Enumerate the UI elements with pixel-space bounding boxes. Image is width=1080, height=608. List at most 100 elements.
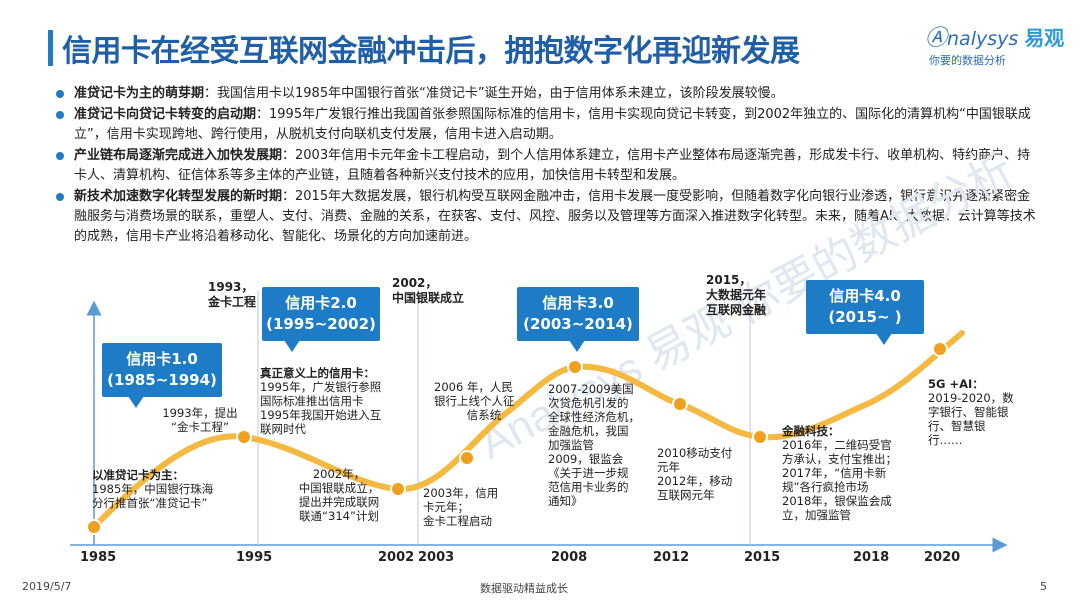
note-line: 联通“314”计划 bbox=[299, 509, 379, 523]
note-line: 1995年，广发银行参照 bbox=[260, 380, 382, 394]
bullet-item: 新技术加速数字化转型发展的新时期：2015年大数据发展，银行机构受互联网金融冲击… bbox=[52, 187, 1037, 247]
note-line: 银行上线个人征 bbox=[434, 394, 515, 408]
bullet-item: 准贷记卡向贷记卡转变的启动期：1995年广发银行推出我国首张参照国际标准的信用卡… bbox=[52, 105, 1037, 145]
note-line: 联网时代 bbox=[260, 422, 306, 436]
callout-tail bbox=[569, 340, 585, 352]
note-line: 互联网元年 bbox=[657, 488, 715, 502]
event-1993: 1993， 金卡工程 bbox=[208, 280, 256, 310]
bullet-dot-icon bbox=[56, 90, 64, 98]
note-2010: 2010移动支付 元年 2012年，移动 互联网元年 bbox=[657, 446, 757, 502]
note-line: 2006 年，人民 bbox=[434, 380, 513, 394]
event-2002: 2002， 中国银联成立 bbox=[392, 276, 464, 306]
note-line: 1995年我国开始进入互 bbox=[260, 408, 382, 422]
phase-range: (1995~2002) bbox=[266, 315, 376, 333]
year-label: 2003 bbox=[418, 550, 455, 565]
note-line: 行、智慧银 bbox=[928, 419, 986, 433]
logo-brand: Ⓐnalysys 易观 bbox=[925, 20, 1065, 52]
bullet-text: ：我国信用卡以1985年中国银行首张“准贷记卡”诞生开始，由于信用体系未建立，该… bbox=[204, 86, 784, 101]
bullet-item: 准贷记卡为主的萌芽期：我国信用卡以1985年中国银行首张“准贷记卡”诞生开始，由… bbox=[52, 84, 1037, 104]
logo-brand-text: nalysys bbox=[947, 28, 1019, 50]
note-line: 2003年，信用 bbox=[423, 486, 499, 500]
note-line: 2002年， bbox=[312, 467, 366, 481]
title-accent-bar bbox=[48, 30, 53, 66]
year-label: 1995 bbox=[236, 550, 273, 565]
note-line: 金融危机，我国 bbox=[548, 424, 629, 438]
note-line: 2016年，二维码受官 bbox=[782, 438, 892, 452]
bullet-text: ：1995年广发银行推出我国首张参照国际标准的信用卡，信用卡实现向贷记卡转变，到… bbox=[74, 107, 1031, 142]
phase-box-4: 信用卡4.0 (2015~ ) bbox=[806, 280, 924, 345]
timeline-dot bbox=[236, 429, 252, 445]
analysys-logo: Ⓐnalysys 易观 你要的数据分析 bbox=[925, 20, 1065, 72]
phase-range: (1985~1994) bbox=[107, 371, 217, 389]
phase-title: 信用卡1.0 bbox=[126, 350, 198, 368]
callout-tail bbox=[128, 396, 144, 408]
timeline-dot bbox=[567, 359, 583, 375]
bullet-head: 产业链布局逐渐完成进入加快发展期 bbox=[74, 148, 283, 163]
note-line: 立，加强监管 bbox=[782, 508, 851, 522]
note-head: 真正意义上的信用卡： bbox=[260, 366, 375, 380]
year-label: 2015 bbox=[744, 550, 781, 565]
note-line: 加强监管 bbox=[548, 438, 594, 452]
note-5g-ai: 5G +AI： 2019-2020，数 字银行、智能银 行、智慧银 行…… bbox=[928, 377, 1038, 447]
note-2002: 2002年， 中国银联成立， 提出并完成联网 联通“314”计划 bbox=[274, 467, 404, 523]
footer-date: 2019/5/7 bbox=[22, 580, 72, 593]
note-2008: 2007-2009美国 次贷危机引发的 全球性经济危机， 金融危机，我国 加强监… bbox=[548, 382, 648, 508]
timeline-dot bbox=[752, 429, 768, 445]
bullet-dot-icon bbox=[56, 111, 64, 119]
phase-title: 信用卡3.0 bbox=[542, 294, 614, 312]
note-line: 2018年，银保监会成 bbox=[782, 494, 892, 508]
note-line: 提出并完成联网 bbox=[298, 495, 380, 509]
note-2016: 金融科技： 2016年，二维码受官 方承认，支付宝推出； 2017年，“信用卡新… bbox=[782, 424, 922, 522]
logo-brand-cn: 易观 bbox=[1024, 26, 1065, 50]
event-year: 2002， bbox=[392, 276, 438, 290]
event-year: 2015， bbox=[706, 273, 752, 287]
note-line: 次贷危机引发的 bbox=[548, 396, 629, 410]
note-line: 方承认，支付宝推出； bbox=[782, 452, 897, 466]
phase-box-1: 信用卡1.0 (1985~1994) bbox=[102, 343, 222, 408]
note-line: 1993年，提出 bbox=[162, 406, 238, 420]
phase-box-2: 信用卡2.0 (1995~2002) bbox=[262, 287, 380, 352]
note-line: 元年 bbox=[657, 460, 680, 474]
year-label: 2008 bbox=[551, 550, 588, 565]
phase-box-3: 信用卡3.0 (2003~2014) bbox=[517, 287, 639, 352]
timeline-dot bbox=[459, 450, 475, 466]
note-1995: 真正意义上的信用卡： 1995年，广发银行参照 国际标准推出信用卡 1995年我… bbox=[260, 366, 410, 436]
note-line: 2007-2009美国 bbox=[548, 382, 634, 396]
note-head: 以准贷记卡为主： bbox=[92, 468, 184, 482]
note-1985: 以准贷记卡为主： 1985年，中国银行珠海 分行推首张“准贷记卡” bbox=[92, 468, 252, 510]
note-line: 1985年，中国银行珠海 bbox=[92, 482, 214, 496]
year-label: 2018 bbox=[853, 550, 890, 565]
event-text: 金卡工程 bbox=[208, 295, 257, 309]
note-line: 国际标准推出信用卡 bbox=[260, 394, 364, 408]
bullet-dot-icon bbox=[56, 152, 64, 160]
note-2003: 2003年，信用 卡元年； 金卡工程启动 bbox=[423, 486, 523, 528]
year-label: 2012 bbox=[653, 550, 690, 565]
note-line: 2019-2020，数 bbox=[928, 391, 1014, 405]
year-label: 2002 bbox=[378, 550, 415, 565]
bullet-list: 准贷记卡为主的萌芽期：我国信用卡以1985年中国银行首张“准贷记卡”诞生开始，由… bbox=[52, 84, 1037, 248]
note-line: 全球性经济危机， bbox=[548, 410, 640, 424]
note-head: 金融科技： bbox=[782, 424, 840, 438]
note-2006: 2006 年，人民 银行上线个人征 信系统 bbox=[434, 380, 534, 422]
page-title: 信用卡在经受互联网金融冲击后，拥抱数字化再迎新发展 bbox=[62, 34, 800, 69]
page-number: 5 bbox=[1040, 580, 1047, 593]
timeline-dot bbox=[390, 481, 406, 497]
note-line: 2009，银监会 bbox=[548, 452, 624, 466]
event-year: 1993， bbox=[208, 280, 254, 294]
phase-title: 信用卡2.0 bbox=[285, 294, 357, 312]
callout-tail bbox=[284, 340, 300, 352]
note-line: 2010移动支付 bbox=[657, 446, 733, 460]
bullet-text: ：2015年大数据发展，银行机构受互联网金融冲击，信用卡发展一度受影响，但随着数… bbox=[74, 189, 1036, 244]
note-line: 字银行、智能银 bbox=[928, 405, 1009, 419]
bullet-item: 产业链布局逐渐完成进入加快发展期：2003年信用卡元年金卡工程启动，到个人信用体… bbox=[52, 146, 1037, 186]
footer-slogan: 数据驱动精益成长 bbox=[480, 582, 568, 595]
bullet-head: 准贷记卡向贷记卡转变的启动期 bbox=[74, 107, 257, 122]
event-text: 中国银联成立 bbox=[392, 291, 465, 305]
year-label: 2020 bbox=[924, 550, 961, 565]
note-line: “金卡工程” bbox=[171, 420, 229, 434]
note-head: 5G +AI： bbox=[928, 377, 984, 391]
timeline-dot bbox=[672, 396, 688, 412]
phase-range: (2003~2014) bbox=[523, 315, 633, 333]
timeline-curve bbox=[91, 330, 965, 530]
note-line: 2017年，“信用卡新 bbox=[782, 466, 887, 480]
